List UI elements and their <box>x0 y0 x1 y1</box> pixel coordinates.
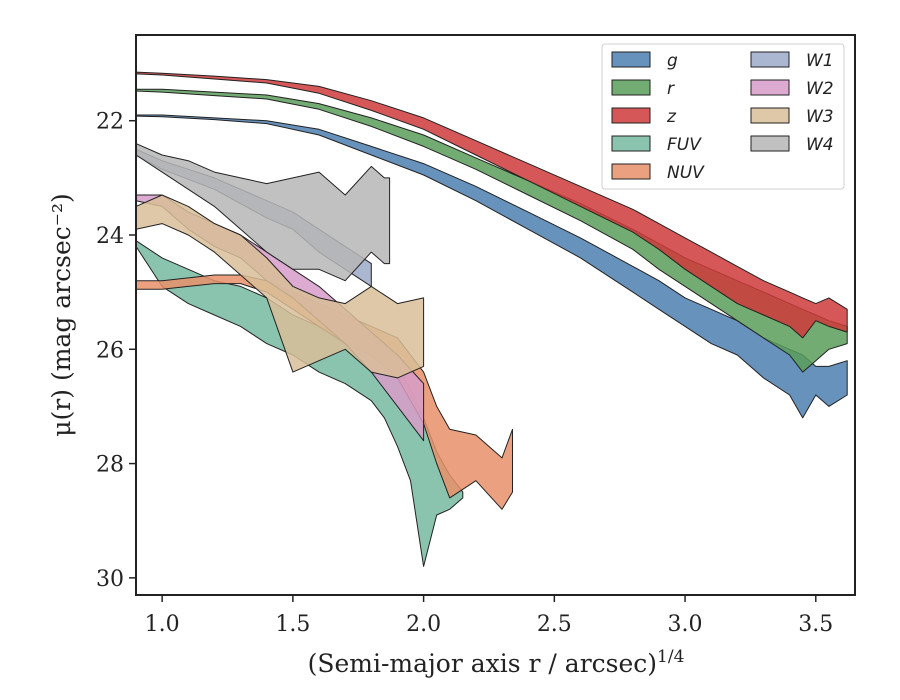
legend-label-NUV: NUV <box>667 163 705 183</box>
legend-label-W3: W3 <box>806 107 834 127</box>
band-r <box>135 88 848 373</box>
legend-label-z: z <box>666 107 677 127</box>
legend-swatch-W1 <box>750 51 790 68</box>
band-z <box>135 71 848 339</box>
x-tick-label: 2.0 <box>406 612 441 637</box>
y-tick-label: 30 <box>96 567 124 592</box>
band-layer <box>135 71 848 567</box>
legend-label-r: r <box>667 79 675 99</box>
x-tick-label: 1.5 <box>275 612 310 637</box>
legend-swatch-z <box>611 107 651 124</box>
y-tick-label: 28 <box>96 453 124 478</box>
legend-label-W4: W4 <box>806 135 834 155</box>
legend-swatch-NUV <box>611 163 651 180</box>
y-ticks: 22 24 26 28 30 <box>96 110 136 592</box>
legend: grz FUV NUV W1 W2 W3 W4 <box>601 43 845 190</box>
legend-swatch-r <box>611 79 651 96</box>
legend-label-W1: W1 <box>806 51 834 71</box>
x-tick-label: 1.0 <box>145 612 180 637</box>
x-tick-label: 3.0 <box>668 612 703 637</box>
legend-swatch-W2 <box>750 79 790 96</box>
legend-swatch-W4 <box>750 135 790 152</box>
y-tick-label: 24 <box>96 224 124 249</box>
x-tick-label: 2.5 <box>537 612 572 637</box>
y-axis-label: μ(r) (mag arcsec⁻²) <box>47 193 76 436</box>
legend-label-g: g <box>667 51 678 71</box>
plot-frame <box>135 34 856 596</box>
band-W3 <box>135 194 425 379</box>
x-tick-label: 3.5 <box>798 612 833 637</box>
band-W4 <box>135 143 391 282</box>
legend-label-W2: W2 <box>806 79 834 99</box>
x-ticks: 1.0 1.5 2.0 2.5 3.0 3.5 <box>145 595 833 637</box>
y-tick-label: 22 <box>96 110 124 135</box>
legend-label-FUV: FUV <box>667 135 702 155</box>
x-axis-label: (Semi-major axis r / arcsec)1/4 <box>308 647 685 678</box>
band-g <box>135 114 848 419</box>
y-tick-label: 26 <box>96 338 124 363</box>
legend-swatch-W3 <box>750 107 790 124</box>
legend-swatch-g <box>611 51 651 68</box>
legend-swatch-FUV <box>611 135 651 152</box>
